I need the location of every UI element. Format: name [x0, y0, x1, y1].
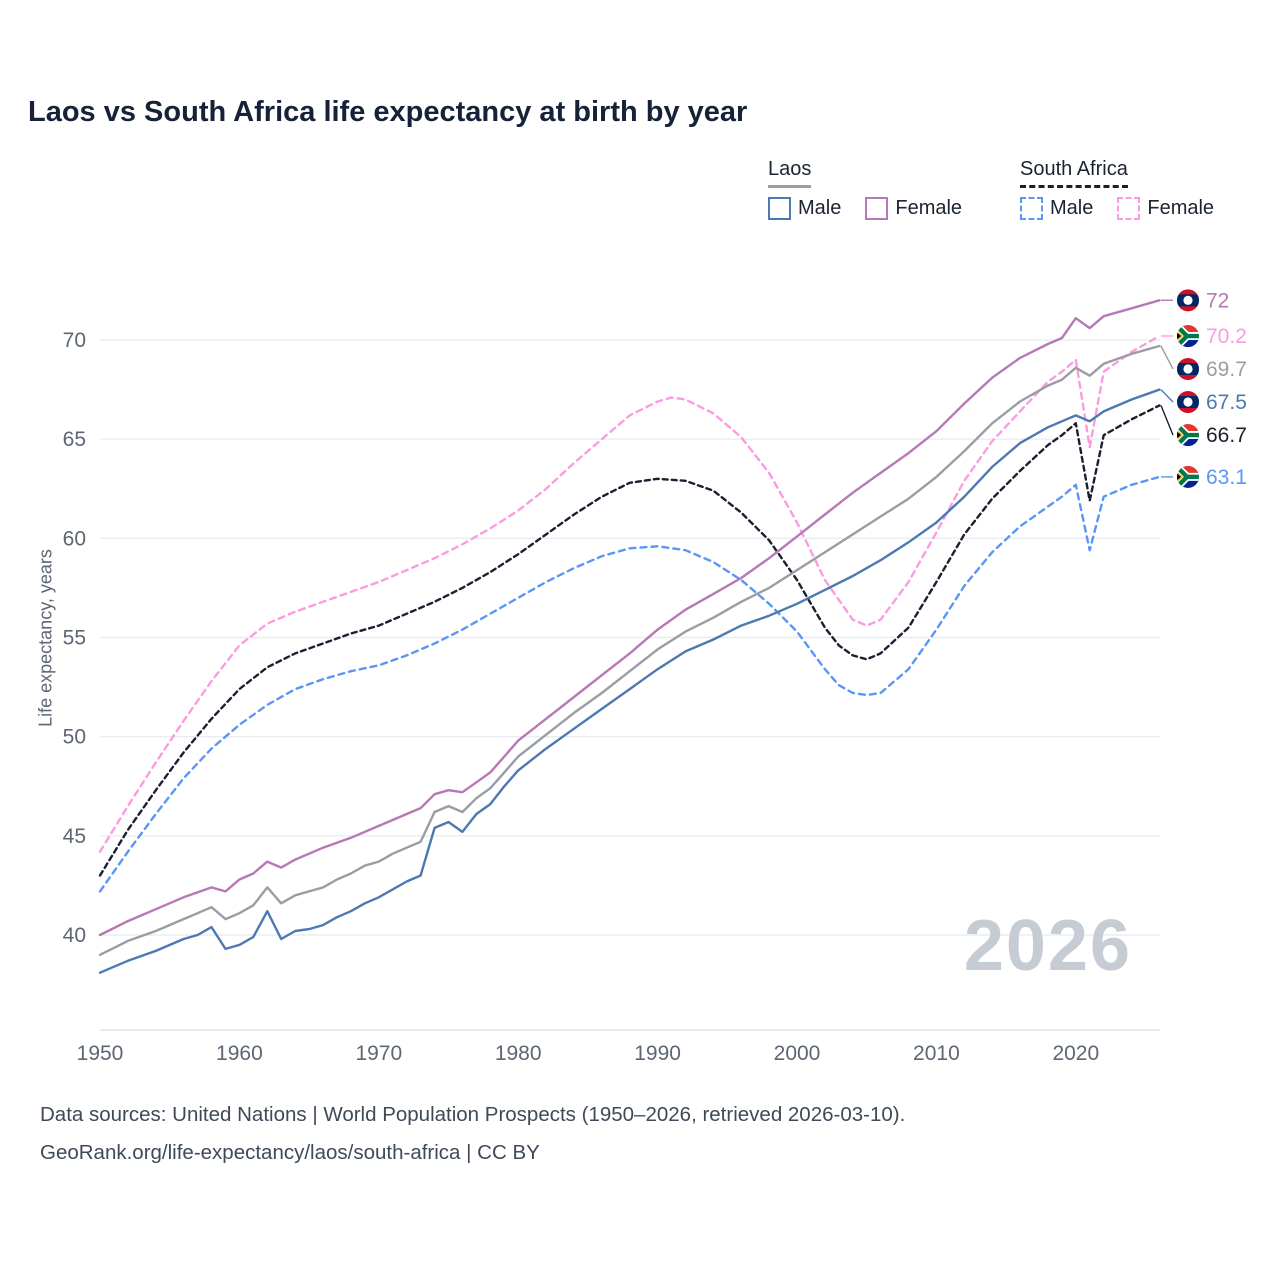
laos-female-swatch-icon: [865, 197, 889, 220]
y-tick-55: 55: [63, 627, 86, 650]
series-south-africa-female-line: [98, 334, 1161, 853]
series-laos-female-line: [98, 299, 1161, 937]
end-value-south-africa-female: 70.2: [1206, 325, 1247, 348]
footer-attribution: GeoRank.org/life-expectancy/laos/south-a…: [40, 1141, 540, 1164]
end-value-laos-male: 67.5: [1206, 391, 1247, 414]
end-label-connector-laos-male: [1160, 389, 1174, 403]
south-africa-flag-icon: [1177, 325, 1199, 348]
legend-label-south-africa-female: Female: [1147, 197, 1215, 219]
laos-male-swatch-icon: [768, 197, 791, 220]
x-tick-2020: 2020: [1052, 1042, 1099, 1065]
south-africa-flag-icon: [1177, 424, 1199, 447]
y-tick-50: 50: [63, 726, 86, 749]
south-africa-flag-icon: [1177, 465, 1199, 488]
end-value-south-africa-total: 66.7: [1206, 424, 1247, 447]
footer: Data sources: United Nations | World Pop…: [40, 1096, 905, 1172]
end-label-connector-south-africa-total: [1160, 405, 1174, 436]
legend-group-south-africa: South Africa Male Female: [1020, 158, 1238, 220]
legend-title-laos: Laos: [768, 158, 812, 188]
page-title: Laos vs South Africa life expectancy at …: [28, 96, 748, 128]
legend-title-south-africa: South Africa: [1020, 158, 1128, 188]
series-south-africa-total-line: [98, 404, 1161, 877]
legend-label-laos-female: Female: [895, 197, 963, 219]
legend: Laos Male Female South Africa Male: [0, 158, 1280, 242]
legend-item-south-africa-male[interactable]: Male: [1020, 197, 1093, 220]
x-tick-1950: 1950: [77, 1042, 124, 1065]
x-tick-1970: 1970: [355, 1042, 402, 1065]
end-label-connector-laos-total: [1160, 345, 1174, 370]
end-value-laos-total: 69.7: [1206, 358, 1247, 381]
end-value-south-africa-male: 63.1: [1206, 466, 1247, 489]
x-tick-1980: 1980: [495, 1042, 542, 1065]
legend-label-south-africa-male: Male: [1050, 197, 1094, 219]
y-tick-40: 40: [63, 924, 86, 947]
series-south-africa-male-line: [98, 475, 1161, 893]
legend-item-south-africa-female[interactable]: Female: [1117, 197, 1214, 220]
legend-item-laos-male[interactable]: Male: [768, 197, 841, 220]
end-value-laos-female: 72: [1206, 289, 1229, 312]
x-tick-1960: 1960: [216, 1042, 263, 1065]
x-tick-2000: 2000: [774, 1042, 821, 1065]
legend-items-laos: Male Female: [768, 197, 986, 220]
y-tick-65: 65: [63, 428, 86, 451]
y-tick-45: 45: [63, 825, 86, 848]
laos-flag-icon: [1177, 358, 1199, 381]
south-africa-female-swatch-icon: [1117, 197, 1141, 220]
series-laos-total-line: [98, 344, 1161, 956]
legend-item-laos-female[interactable]: Female: [865, 197, 962, 220]
watermark-year: 2026: [963, 906, 1132, 986]
y-tick-70: 70: [63, 329, 86, 352]
legend-label-laos-male: Male: [798, 197, 842, 219]
x-tick-1990: 1990: [634, 1042, 681, 1065]
x-tick-2010: 2010: [913, 1042, 960, 1065]
legend-group-laos: Laos Male Female: [768, 158, 986, 220]
series-laos-male-line: [98, 388, 1161, 974]
footer-data-sources: Data sources: United Nations | World Pop…: [40, 1103, 906, 1126]
laos-flag-icon: [1177, 289, 1199, 312]
south-africa-male-swatch-icon: [1020, 197, 1043, 220]
laos-flag-icon: [1177, 391, 1199, 414]
legend-items-south-africa: Male Female: [1020, 197, 1238, 220]
y-tick-60: 60: [63, 527, 86, 550]
